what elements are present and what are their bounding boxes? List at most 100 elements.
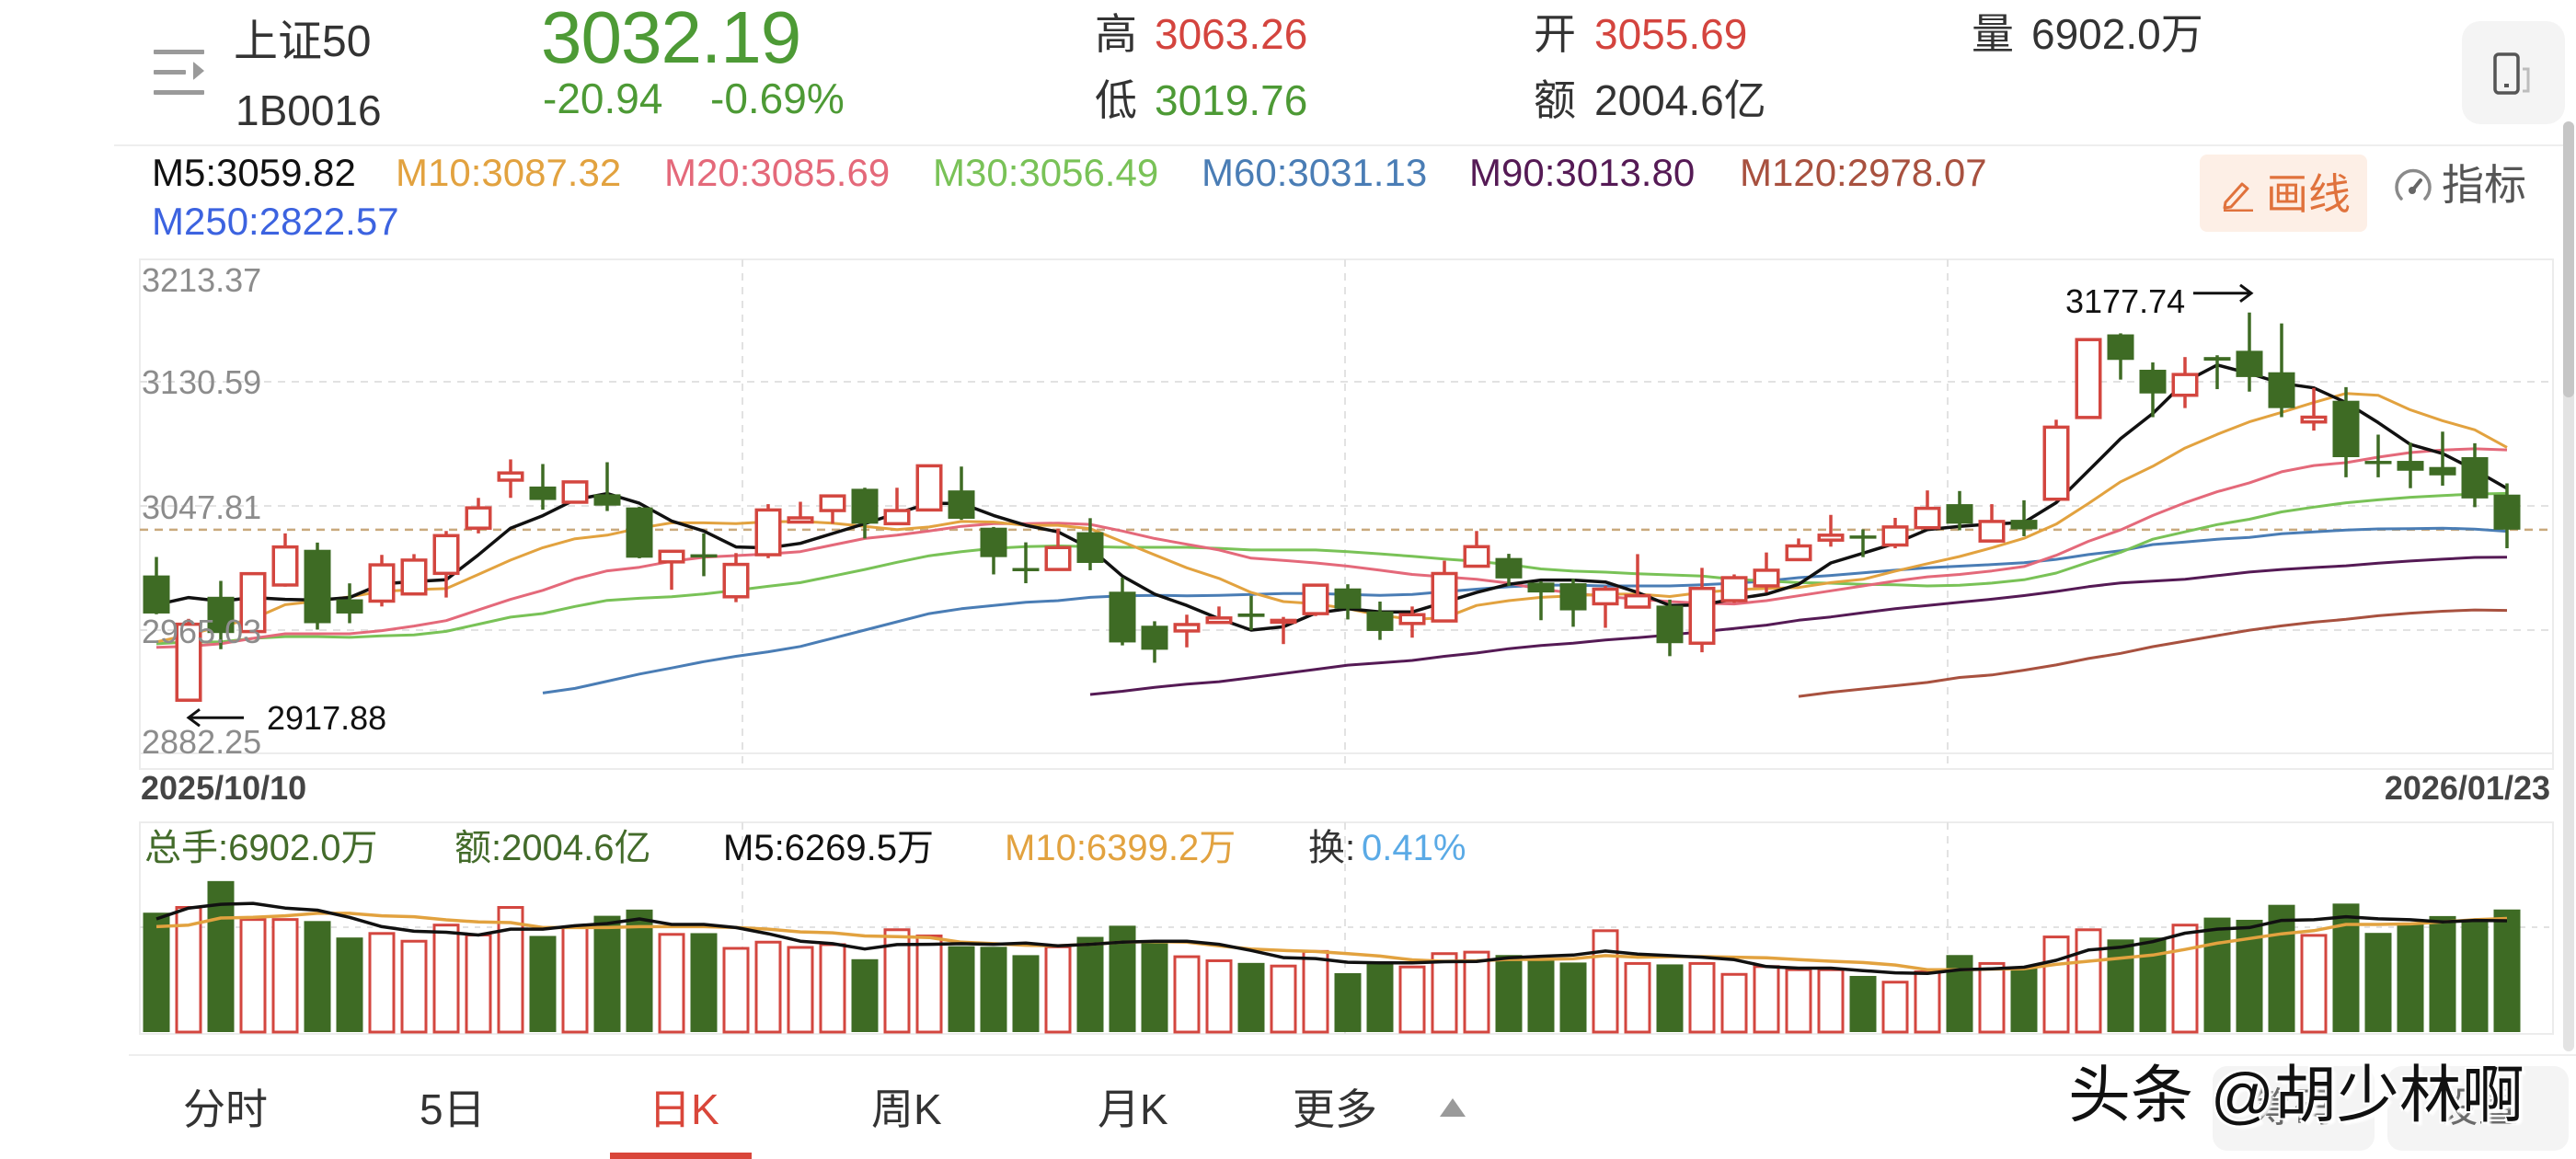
volume-bar [1076, 936, 1104, 1032]
triangle-up-icon[interactable] [1440, 1098, 1466, 1117]
volume-bar [304, 921, 331, 1032]
candle [1817, 514, 1845, 547]
candle [593, 462, 621, 511]
candle [1656, 599, 1684, 657]
ma-legend-m5: M5:3059.82 [152, 151, 356, 194]
candle [239, 571, 267, 634]
volume-bar [175, 905, 202, 1034]
candle [1624, 554, 1651, 609]
candle [1785, 538, 1812, 562]
indicator-button[interactable]: 指标 [2390, 158, 2528, 213]
volume-bar [1173, 955, 1201, 1034]
volume-bar [2171, 924, 2199, 1034]
candle [1237, 595, 1265, 630]
candle [304, 542, 331, 630]
arrow-head [2239, 283, 2254, 303]
candle [819, 494, 846, 524]
stock-name: 上证50 [234, 17, 372, 66]
volume-bar [915, 934, 943, 1034]
candle [1270, 616, 1297, 645]
volume-value: 6902.0万 [2031, 10, 2203, 58]
tab-intraday[interactable]: 分时 [183, 1085, 268, 1133]
candle [1495, 554, 1523, 586]
scrollbar-thumb[interactable] [2563, 121, 2574, 397]
volume-bar [1495, 955, 1523, 1032]
volume-bar [2042, 935, 2070, 1034]
y-axis-label: 3130.59 [142, 363, 262, 401]
volume-bar [336, 937, 363, 1032]
orientation-toggle-button[interactable] [2462, 21, 2565, 124]
candle [2042, 419, 2070, 501]
candle [1076, 518, 1104, 570]
pencil-icon [2223, 182, 2253, 212]
candle [1978, 504, 2006, 543]
settings-button-label: 设置 [2437, 1085, 2519, 1130]
volume-bar [1559, 962, 1587, 1032]
open-value: 3055.69 [1594, 10, 1748, 58]
volume-grid [139, 821, 2554, 1035]
volume-amount: 额:2004.6亿 [454, 828, 651, 868]
candle [1044, 528, 1072, 571]
volume-bar [2300, 934, 2328, 1034]
tab-more[interactable]: 更多 [1293, 1085, 1377, 1133]
candle [1881, 518, 1909, 549]
volume-bar [1817, 968, 1845, 1034]
tab-weekly-k[interactable]: 周K [871, 1085, 942, 1133]
volume-bar [1431, 952, 1458, 1034]
ma-legend-m120: M120:2978.07 [1740, 151, 1987, 194]
tab-monthly-k[interactable]: 月K [1098, 1085, 1168, 1133]
candle [722, 553, 750, 602]
tab-5day[interactable]: 5日 [420, 1085, 486, 1133]
chips-button[interactable]: 筹码 [2213, 1066, 2375, 1151]
candle [787, 501, 814, 524]
settings-button[interactable]: 设置 [2387, 1066, 2569, 1151]
low-price-annotation: 2917.88 [267, 699, 387, 738]
ma-line-m5 [155, 363, 2508, 632]
candle [2493, 483, 2521, 548]
list-expand-icon-arrow [193, 62, 204, 80]
draw-line-button[interactable]: 画线 [2200, 155, 2367, 232]
arrow-head [186, 708, 201, 728]
price-change-pct: -0.69% [710, 75, 845, 122]
candlesticks [143, 312, 2521, 702]
draw-line-label: 画线 [2266, 170, 2351, 218]
candle [2203, 355, 2231, 390]
volume-bar [2203, 917, 2231, 1032]
candle [1012, 542, 1040, 584]
volume-bar [2397, 924, 2424, 1032]
candle [883, 488, 911, 526]
candle [2236, 312, 2263, 392]
candle [1205, 606, 1233, 625]
volume-bar [1978, 961, 2006, 1034]
candle [1753, 552, 1780, 593]
candle [1914, 490, 1941, 530]
menu-button[interactable] [147, 42, 212, 101]
candle [336, 583, 363, 624]
extreme-arrows [186, 283, 2254, 728]
candle [465, 498, 492, 534]
low-label: 低 [1095, 76, 1137, 124]
candle [432, 531, 460, 598]
volume-ma5: M5:6269.5万 [723, 828, 935, 868]
volume-bar [368, 932, 396, 1034]
volume-bar [2268, 904, 2295, 1032]
volume-bar [1302, 949, 1329, 1034]
candle [754, 504, 782, 558]
volume-bar [2010, 966, 2038, 1032]
volume-bar [787, 946, 814, 1034]
volume-bar [1463, 950, 1490, 1034]
list-expand-icon-bottom [154, 90, 204, 95]
volume-bar [2139, 937, 2167, 1032]
volume-bar [2075, 928, 2102, 1034]
volume-bar [1398, 965, 1426, 1034]
ma-legend-m250: M250:2822.57 [152, 200, 399, 243]
volume-bar [980, 947, 1007, 1032]
volume-bar [1785, 968, 1812, 1034]
y-axis-label: 3213.37 [142, 261, 262, 299]
candle [2461, 442, 2489, 508]
ma-line-m60 [542, 526, 2508, 694]
amount-value: 2004.6亿 [1594, 76, 1766, 124]
tab-daily-k[interactable]: 日K [649, 1085, 719, 1133]
indicator-label: 指标 [2442, 161, 2526, 209]
